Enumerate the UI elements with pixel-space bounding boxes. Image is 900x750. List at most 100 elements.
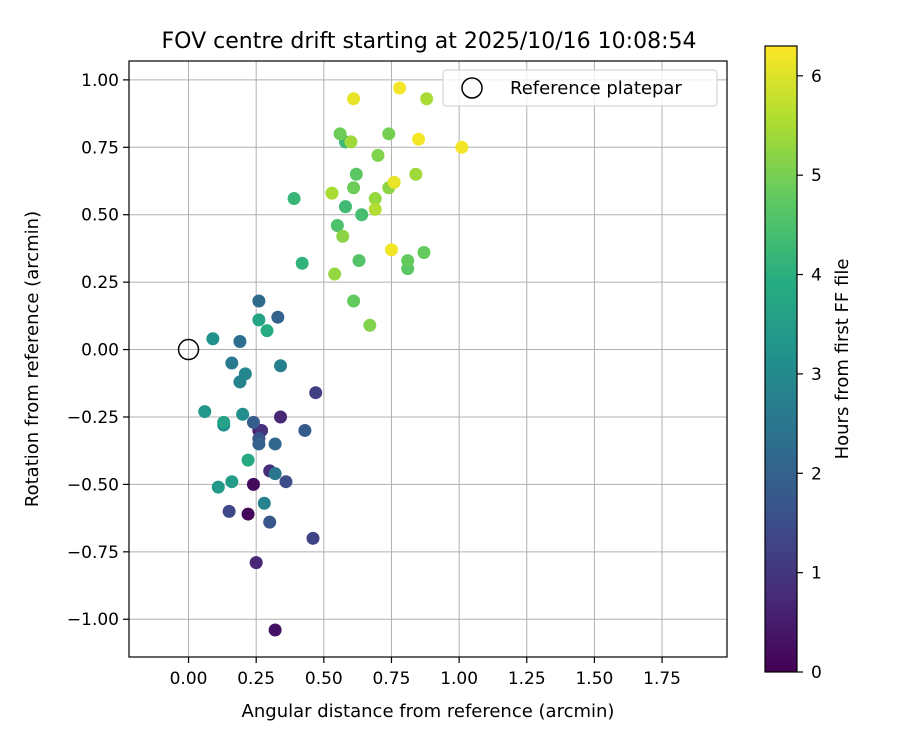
data-point	[347, 294, 361, 308]
x-tick-label: 1.50	[575, 669, 613, 689]
data-point	[333, 127, 347, 141]
data-point	[349, 167, 363, 181]
colorbar-tick-label: 3	[811, 365, 822, 385]
colorbar-tick-label: 6	[811, 67, 822, 87]
data-point	[249, 556, 263, 570]
data-point	[222, 504, 236, 518]
data-point	[274, 410, 288, 424]
colorbar-label: Hours from first FF file	[832, 259, 853, 460]
data-point	[268, 467, 282, 481]
data-point	[328, 267, 342, 281]
data-point	[279, 475, 293, 489]
chart-title: FOV centre drift starting at 2025/10/16 …	[162, 29, 697, 54]
data-point	[309, 386, 323, 400]
colorbar-tick-label: 4	[811, 266, 822, 286]
y-tick-label: −1.00	[67, 610, 119, 630]
data-point	[363, 318, 377, 332]
legend-label: Reference platepar	[510, 78, 682, 99]
y-tick-label: 0.75	[81, 138, 119, 158]
x-tick-label: 0.25	[237, 669, 275, 689]
data-point	[257, 496, 271, 510]
data-point	[401, 254, 415, 268]
data-point	[217, 415, 231, 429]
data-point	[368, 202, 382, 216]
colorbar-tick-label: 0	[811, 663, 822, 683]
reference-marker	[177, 338, 200, 361]
x-tick-label: 0.00	[170, 669, 208, 689]
data-point	[252, 313, 266, 327]
plot-area: 0.00 0.25 0.50 0.75 1.00 1.25 1.50 1.75 −1.00 −0…	[67, 60, 728, 689]
y-tick-label: −0.25	[67, 408, 119, 428]
data-point	[352, 254, 366, 268]
y-axis-label: Rotation from reference (arcmin)	[22, 211, 43, 507]
data-point	[347, 181, 361, 195]
data-point	[274, 359, 288, 373]
x-axis-label: Angular distance from reference (arcmin)	[242, 701, 615, 722]
colorbar: 0 1 2 3 4 5 6 Hours from first FF file	[764, 45, 853, 683]
data-point	[330, 219, 344, 233]
y-tick-label: 0.25	[81, 273, 119, 293]
data-point	[455, 140, 469, 154]
x-tick-label: 1.75	[643, 669, 681, 689]
data-point	[241, 507, 255, 521]
data-point	[252, 294, 266, 308]
data-point	[382, 127, 396, 141]
data-point	[347, 92, 361, 106]
data-point	[393, 81, 407, 95]
data-point	[241, 453, 255, 467]
colorbar-tick-label: 5	[811, 166, 822, 186]
y-tick-label: −0.75	[67, 543, 119, 563]
data-point	[344, 135, 358, 149]
y-tick-label: 0.00	[81, 341, 119, 361]
x-tick-label: 0.75	[373, 669, 411, 689]
data-point	[287, 192, 301, 206]
data-point	[225, 475, 239, 489]
data-point	[420, 92, 434, 106]
data-points	[198, 81, 469, 637]
data-point	[268, 623, 282, 637]
data-point	[338, 200, 352, 214]
colorbar-ticks: 0 1 2 3 4 5 6	[797, 67, 822, 683]
data-point	[225, 356, 239, 370]
data-point	[295, 256, 309, 270]
legend-box	[442, 69, 718, 107]
data-point	[236, 407, 250, 421]
colorbar-gradient	[765, 46, 797, 672]
data-point	[368, 192, 382, 206]
x-axis-ticks: 0.00 0.25 0.50 0.75 1.00 1.25 1.50 1.75	[170, 657, 681, 689]
data-point	[387, 175, 401, 189]
data-point	[263, 515, 277, 529]
colorbar-frame	[764, 45, 798, 673]
legend: Reference platepar	[442, 69, 718, 107]
data-point	[417, 245, 431, 259]
data-point	[409, 167, 423, 181]
x-tick-label: 1.25	[508, 669, 546, 689]
y-tick-label: −0.50	[67, 475, 119, 495]
data-point	[384, 243, 398, 257]
data-point	[211, 480, 225, 494]
data-point	[325, 186, 339, 200]
colorbar-tick-label: 2	[811, 464, 822, 484]
data-point	[252, 437, 266, 451]
data-point	[336, 229, 350, 243]
x-tick-label: 1.00	[440, 669, 478, 689]
data-point	[355, 208, 369, 222]
x-tick-label: 0.50	[305, 669, 343, 689]
plot-background	[129, 61, 727, 657]
legend-marker-circle-icon	[461, 77, 483, 99]
data-point	[238, 367, 252, 381]
data-point	[371, 148, 385, 162]
data-point	[233, 334, 247, 348]
data-point	[206, 332, 220, 346]
data-point	[412, 132, 426, 146]
data-point	[268, 437, 282, 451]
data-point	[298, 423, 312, 437]
data-point	[246, 415, 260, 429]
y-tick-label: 0.50	[81, 206, 119, 226]
plot-frame	[128, 60, 728, 658]
data-point	[246, 477, 260, 491]
data-point	[198, 405, 212, 419]
colorbar-tick-label: 1	[811, 564, 822, 584]
y-tick-label: 1.00	[81, 71, 119, 91]
